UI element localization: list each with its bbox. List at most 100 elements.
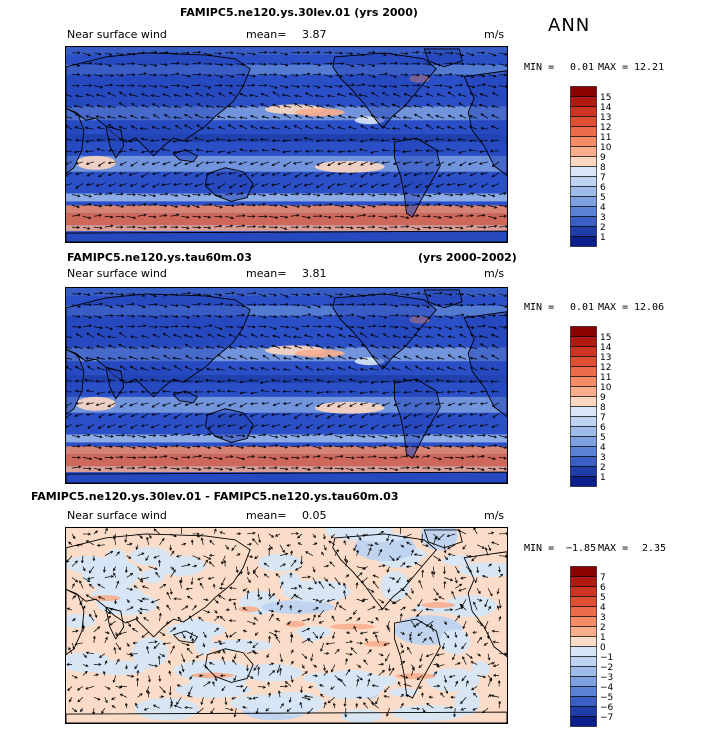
difference-patch (81, 558, 140, 590)
colorbar-level-label: 12 (600, 363, 611, 373)
colorbar-swatch (570, 576, 597, 587)
wind-vectors (66, 528, 507, 718)
colorbar-swatch (570, 126, 597, 137)
colorbar-swatch (570, 366, 597, 377)
colorbar-level-label: 13 (600, 353, 611, 363)
colorbar-swatch (570, 216, 597, 227)
colorbar-swatch (570, 386, 597, 397)
difference-patch (471, 661, 490, 677)
continent-outline (423, 529, 463, 549)
colorbar-level-label: 2 (600, 463, 606, 473)
colorbar-swatch (570, 336, 597, 347)
continent-outline (172, 149, 199, 163)
colorbar-swatch (570, 646, 597, 657)
colorbar-swatch (570, 696, 597, 707)
difference-patch (330, 623, 375, 630)
colorbar-swatch (570, 686, 597, 697)
colorbar-level-label: −1 (600, 653, 613, 663)
panel-3-variable: Near surface wind (67, 509, 167, 522)
colorbar-swatch (570, 196, 597, 207)
panel-1-colorbar: 15 14 13 12 11 10 9 8 7 6 5 4 3 2 1 (570, 86, 630, 248)
panel-2-max-label: MAX = (598, 302, 629, 313)
colorbar-level-label: 11 (600, 133, 611, 143)
panel-1-mean-label: mean= (246, 28, 287, 41)
colorbar-level-label: −6 (600, 703, 614, 713)
difference-patch (340, 709, 382, 723)
colorbar-swatch (570, 446, 597, 457)
wind-speed-patch (294, 108, 345, 117)
difference-patch (395, 673, 436, 680)
colorbar-swatch (570, 586, 597, 597)
panel-2-min-value: 0.01 (570, 302, 595, 313)
colorbar-level-label: 2 (600, 623, 606, 633)
difference-patch (426, 668, 480, 692)
continent-outline (66, 711, 507, 723)
wind-speed-band (66, 47, 507, 55)
colorbar-swatch (570, 426, 597, 437)
continent-outline (463, 311, 507, 418)
wind-vectors (66, 50, 507, 231)
colorbar-level-label: 8 (600, 163, 606, 173)
panel-1-max-label: MAX = (598, 62, 629, 73)
colorbar-swatch (570, 666, 597, 677)
colorbar-level-label: 7 (600, 573, 606, 583)
colorbar-swatch (570, 176, 597, 187)
panel-3-min-label: MIN = (524, 543, 555, 554)
continent-outline (66, 471, 507, 483)
difference-patch (89, 660, 148, 676)
colorbar-level-label: 14 (600, 343, 612, 353)
colorbar-level-label: −5 (600, 693, 613, 703)
colorbar-swatch (570, 456, 597, 467)
colorbar-level-label: 3 (600, 213, 606, 223)
colorbar-swatch (570, 226, 597, 237)
colorbar-swatch (570, 156, 597, 167)
colorbar-swatch (570, 656, 597, 667)
panel-1-min-label: MIN = (524, 62, 555, 73)
colorbar-level-label: 13 (600, 113, 611, 123)
panel-1-mean-value: 3.87 (302, 28, 327, 41)
colorbar-level-label: 4 (600, 203, 606, 213)
colorbar-level-label: 9 (600, 153, 606, 163)
colorbar-level-label: 10 (600, 143, 612, 153)
difference-patch (140, 569, 165, 584)
panel-3-units: m/s (484, 509, 505, 522)
colorbar-level-label: 6 (600, 183, 606, 193)
colorbar-swatch (570, 676, 597, 687)
wind-speed-patch (75, 396, 116, 411)
continent-outline (394, 618, 441, 699)
colorbar-swatch (570, 636, 597, 647)
panel-3-title: FAMIPC5.ne120.ys.30lev.01 - FAMIPC5.ne12… (31, 490, 399, 503)
wind-speed-patch (314, 401, 385, 414)
continent-outline (332, 293, 437, 370)
colorbar-swatch (570, 716, 597, 727)
colorbar-swatch (570, 476, 597, 487)
wind-vectors (66, 291, 507, 472)
difference-patch (458, 562, 507, 578)
difference-patch (388, 688, 419, 697)
colorbar-level-label: 5 (600, 193, 606, 203)
difference-patch (377, 675, 397, 686)
panel-3-mean-label: mean= (246, 509, 287, 522)
panel-2-years: (yrs 2000-2002) (418, 251, 517, 264)
colorbar-swatch (570, 116, 597, 127)
colorbar-level-label: −2 (600, 663, 613, 673)
colorbar-level-label: 15 (600, 333, 611, 343)
continent-outline (66, 230, 507, 242)
colorbar-swatch (570, 436, 597, 447)
colorbar-level-label: 11 (600, 373, 611, 383)
colorbar-level-label: 6 (600, 423, 606, 433)
difference-patch (261, 600, 335, 614)
difference-patch (66, 613, 96, 628)
difference-patch (91, 595, 121, 602)
colorbar-level-label: 7 (600, 173, 606, 183)
colorbar-level-label: 4 (600, 443, 606, 453)
panel-2-min-label: MIN = (524, 302, 555, 313)
colorbar-level-label: 3 (600, 613, 606, 623)
colorbar-swatch (570, 186, 597, 197)
difference-patch (422, 602, 456, 609)
colorbar-level-label: 6 (600, 583, 606, 593)
colorbar-level-label: 4 (600, 603, 606, 613)
wind-speed-band (66, 205, 507, 214)
continent-outline (172, 630, 199, 644)
wind-speed-band (66, 134, 507, 143)
